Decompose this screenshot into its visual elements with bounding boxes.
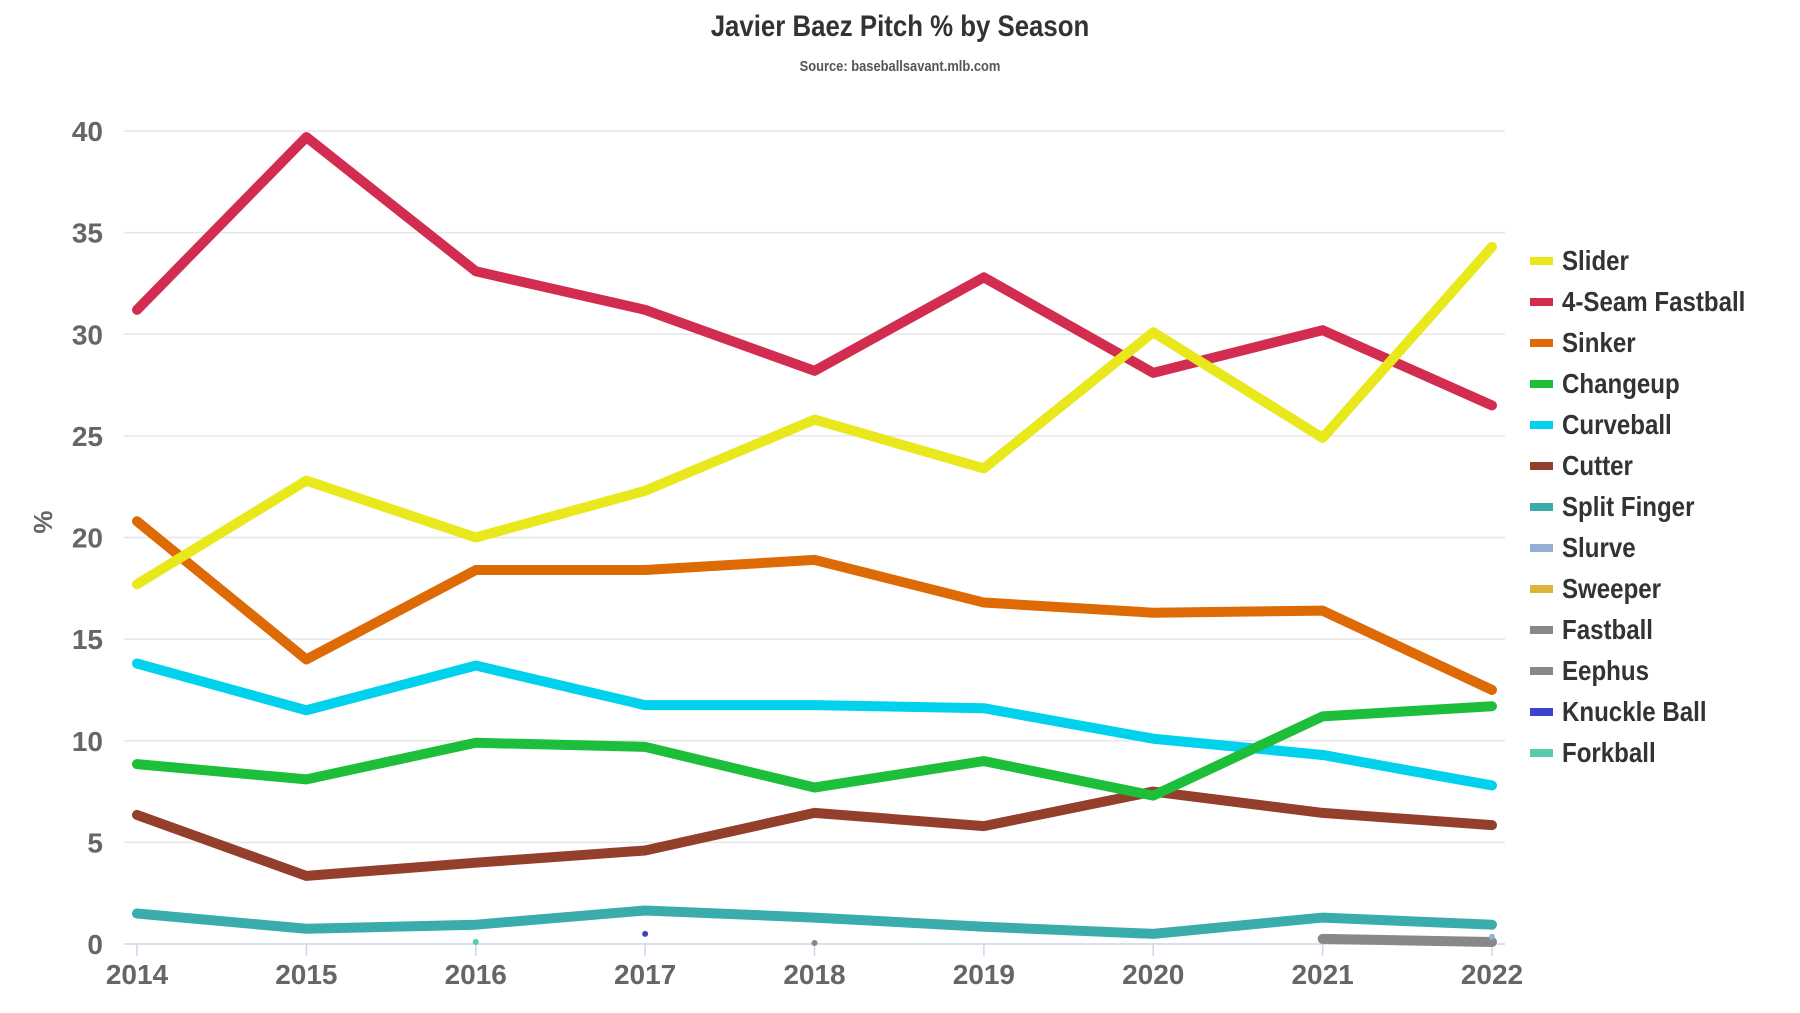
legend-label: Eephus [1562, 654, 1649, 686]
legend-label: Slider [1562, 244, 1629, 276]
x-tick-label: 2014 [106, 959, 169, 990]
legend-label: Fastball [1562, 613, 1653, 645]
series-knuckle-ball[interactable] [642, 930, 649, 937]
data-point[interactable] [1489, 933, 1495, 940]
series-sinker[interactable] [132, 516, 1497, 695]
x-tick-label: 2017 [614, 959, 676, 990]
series-fastball[interactable] [1317, 933, 1497, 947]
series-changeup[interactable] [132, 701, 1497, 801]
x-tick-label: 2019 [953, 959, 1015, 990]
series-line[interactable] [132, 241, 1497, 590]
series-line[interactable] [132, 658, 1497, 791]
legend-item[interactable]: Slurve [1530, 527, 1775, 568]
series-4-seam-fastball[interactable] [132, 132, 1497, 411]
legend-label: Curveball [1562, 408, 1672, 440]
legend-label: Split Finger [1562, 490, 1695, 522]
legend-swatch-icon [1530, 420, 1553, 429]
legend-swatch-icon [1530, 584, 1553, 593]
chart-subtitle: Source: baseballsavant.mlb.com [799, 58, 1001, 75]
series-slurve[interactable] [1489, 933, 1495, 940]
x-tick-label: 2018 [783, 959, 845, 990]
y-axis-ticks: 0 5 10 15 20 25 30 35 40 [72, 116, 103, 960]
legend-swatch-icon [1530, 338, 1553, 347]
y-tick-label: 35 [72, 218, 103, 249]
legend-item[interactable]: Cutter [1530, 445, 1775, 486]
series-lines [132, 132, 1497, 947]
chart-title: Javier Baez Pitch % by Season [710, 10, 1090, 43]
x-tick-label: 2021 [1291, 959, 1353, 990]
y-tick-label: 25 [72, 421, 103, 452]
legend-item[interactable]: Changeup [1530, 363, 1775, 404]
series-curveball[interactable] [132, 658, 1497, 791]
data-point[interactable] [642, 930, 649, 937]
x-tick-label: 2015 [275, 959, 337, 990]
legend-label: Cutter [1562, 449, 1633, 481]
y-tick-label: 15 [72, 624, 103, 655]
legend-item[interactable]: Sinker [1530, 322, 1775, 363]
data-point[interactable] [811, 939, 818, 946]
series-cutter[interactable] [132, 786, 1497, 881]
legend-swatch-icon [1530, 625, 1553, 634]
legend-item[interactable]: Sweeper [1530, 568, 1775, 609]
legend: Slider 4-Seam Fastball Sinker Changeup Curve… [1530, 240, 1775, 773]
legend-swatch-icon [1530, 502, 1553, 511]
legend-label: Sweeper [1562, 572, 1662, 604]
legend-label: 4-Seam Fastball [1562, 285, 1746, 317]
x-tick-label: 2022 [1461, 959, 1523, 990]
legend-label: Slurve [1562, 531, 1636, 563]
y-axis-title: % [28, 510, 58, 533]
series-line[interactable] [132, 701, 1497, 801]
series-slider[interactable] [132, 241, 1497, 590]
data-point[interactable] [472, 938, 479, 945]
legend-item[interactable]: Fastball [1530, 609, 1775, 650]
y-tick-label: 0 [87, 929, 103, 960]
x-tick-label: 2016 [445, 959, 507, 990]
legend-item[interactable]: Knuckle Ball [1530, 691, 1775, 732]
series-line[interactable] [132, 132, 1497, 411]
legend-label: Sinker [1562, 326, 1636, 358]
series-line[interactable] [1317, 933, 1497, 947]
legend-item[interactable]: 4-Seam Fastball [1530, 281, 1775, 322]
legend-swatch-icon [1530, 256, 1553, 265]
legend-swatch-icon [1530, 666, 1553, 675]
legend-swatch-icon [1530, 461, 1553, 470]
legend-item[interactable]: Forkball [1530, 732, 1775, 773]
legend-item[interactable]: Curveball [1530, 404, 1775, 445]
legend-swatch-icon [1530, 297, 1553, 306]
legend-swatch-icon [1530, 707, 1553, 716]
series-line[interactable] [132, 905, 1497, 939]
legend-swatch-icon [1530, 543, 1553, 552]
legend-item[interactable]: Slider [1530, 240, 1775, 281]
legend-item[interactable]: Split Finger [1530, 486, 1775, 527]
x-axis-ticks: 2014 2015 2016 2017 2018 2019 2020 2021 2022 [106, 944, 1523, 990]
series-forkball[interactable] [472, 938, 479, 945]
legend-label: Knuckle Ball [1562, 695, 1707, 727]
series-line[interactable] [132, 516, 1497, 695]
legend-swatch-icon [1530, 748, 1553, 757]
legend-label: Changeup [1562, 367, 1680, 399]
y-tick-label: 30 [72, 319, 103, 350]
series-line[interactable] [132, 786, 1497, 881]
gridlines [124, 130, 1505, 945]
x-tick-label: 2020 [1122, 959, 1184, 990]
series-split-finger[interactable] [132, 905, 1497, 939]
y-tick-label: 20 [72, 523, 103, 554]
legend-swatch-icon [1530, 379, 1553, 388]
legend-item[interactable]: Eephus [1530, 650, 1775, 691]
y-tick-label: 40 [72, 116, 103, 147]
y-tick-label: 10 [72, 726, 103, 757]
y-tick-label: 5 [87, 827, 103, 858]
legend-label: Forkball [1562, 736, 1656, 768]
